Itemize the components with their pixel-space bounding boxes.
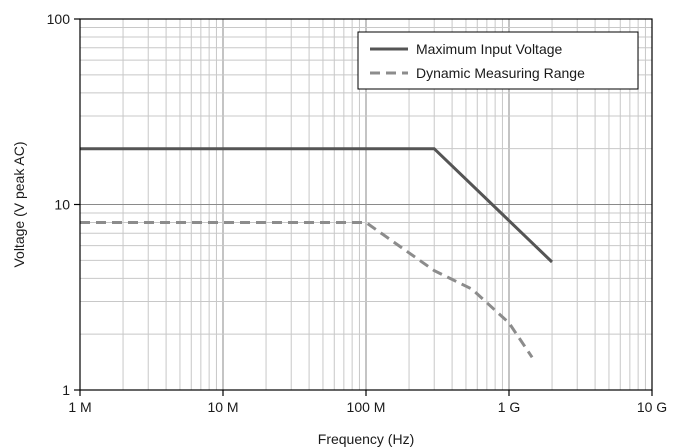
x-tick-label: 10 G [637, 399, 667, 415]
y-tick-label: 1 [62, 382, 70, 398]
tick-labels: 1 M 10 M 100 M 1 G 10 G 1 10 100 [47, 11, 668, 415]
series-line-1 [80, 147, 554, 264]
legend: Maximum Input Voltage Dynamic Measuring R… [357, 31, 639, 90]
x-axis-title: Frequency (Hz) [318, 431, 414, 447]
x-tick-label: 1 G [498, 399, 521, 415]
legend-label-2: Dynamic Measuring Range [416, 65, 585, 81]
x-tick-label: 100 M [347, 399, 386, 415]
legend-label-1: Maximum Input Voltage [416, 41, 563, 57]
legend-box [357, 31, 639, 90]
x-tick-label: 1 M [68, 399, 91, 415]
x-tick-label: 10 M [207, 399, 238, 415]
y-tick-label: 100 [47, 11, 71, 27]
series-lines [80, 147, 554, 359]
y-tick-label: 10 [54, 197, 70, 213]
series-line-2 [80, 221, 534, 359]
y-axis-title: Voltage (V peak AC) [11, 141, 27, 267]
